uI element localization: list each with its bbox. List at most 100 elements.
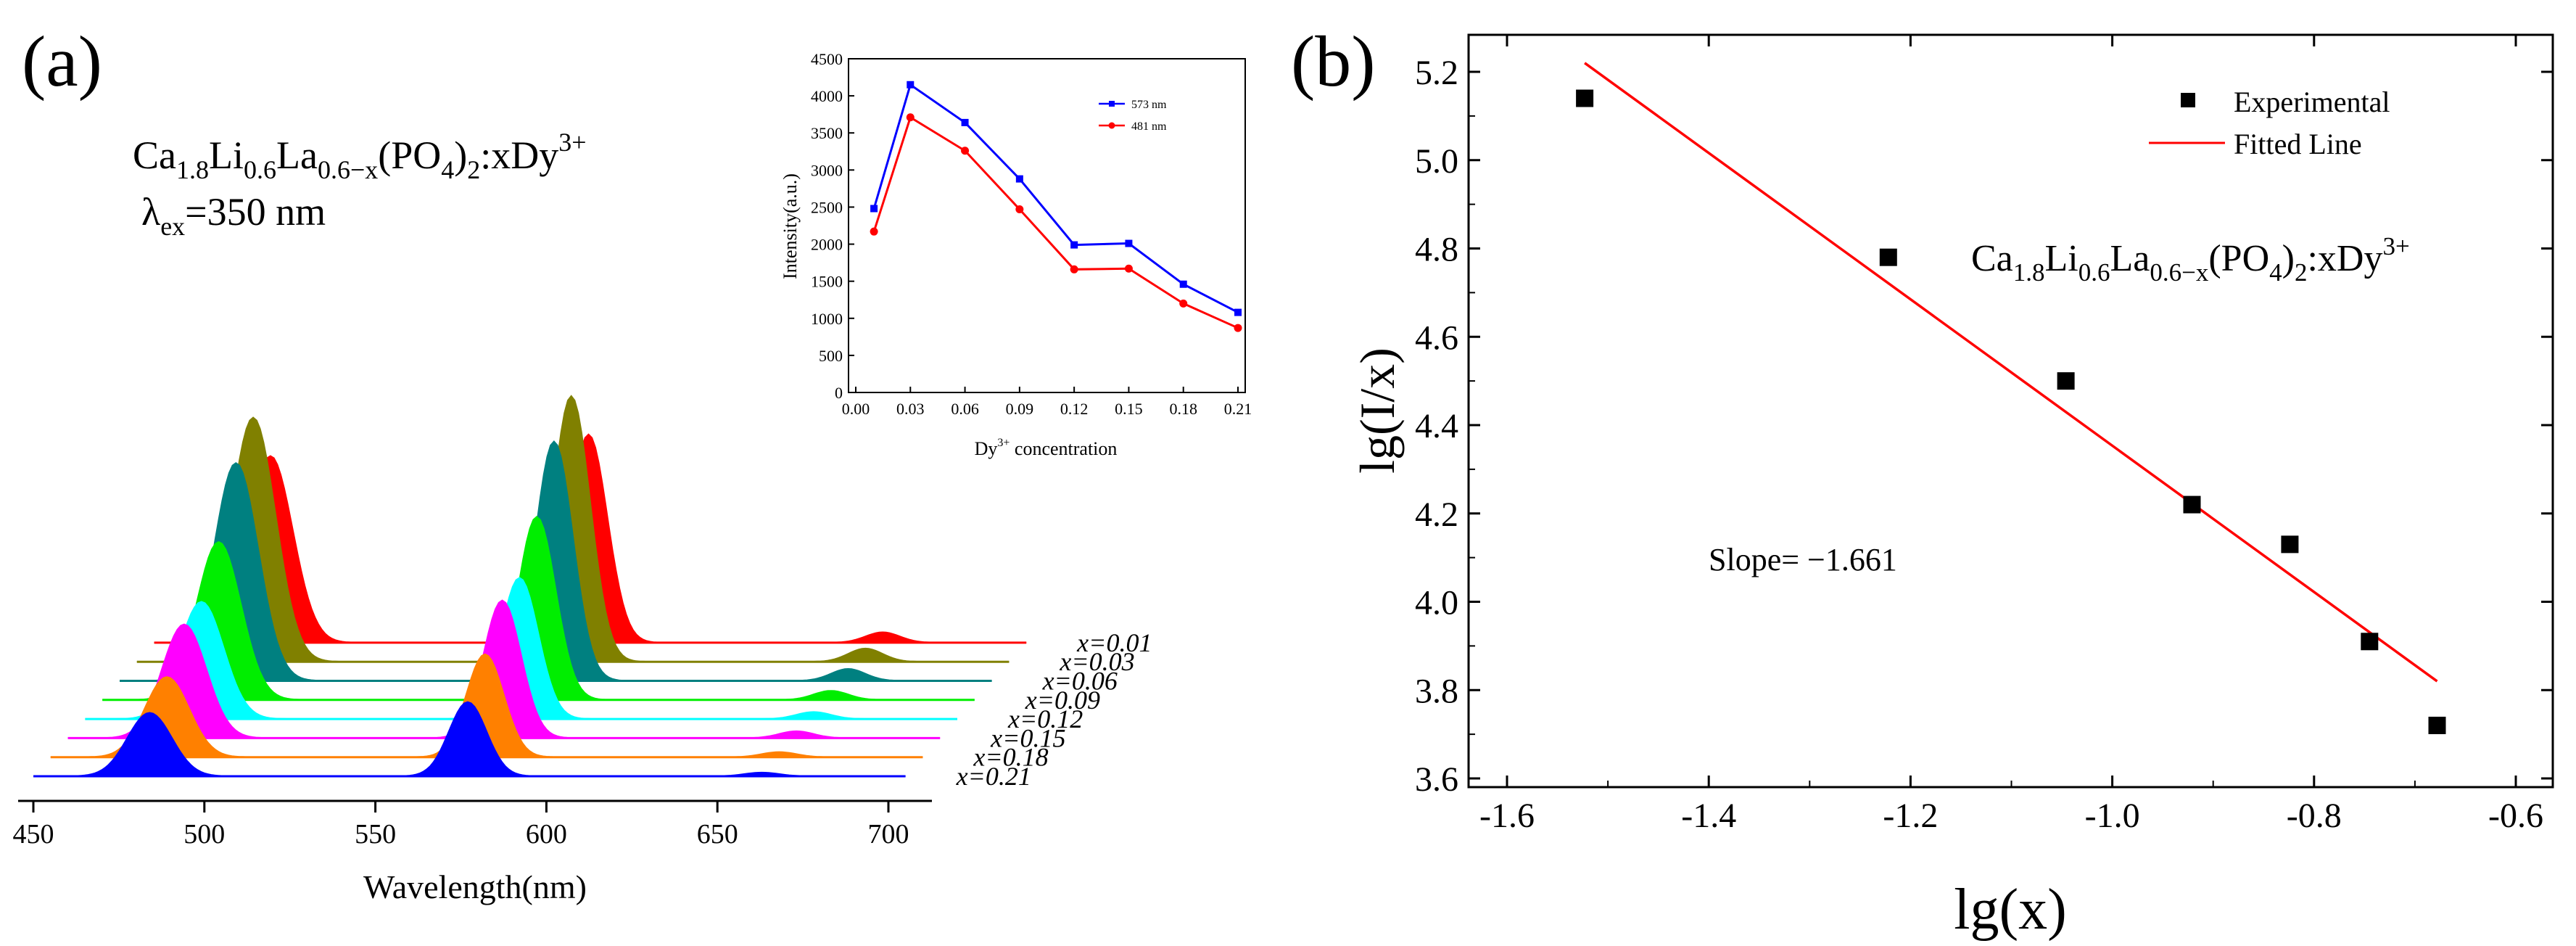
spectrum-label: x=0.03 (1059, 647, 1134, 676)
inset-marker-481 (961, 147, 970, 155)
panel-b-label: (b) (1291, 21, 1376, 102)
loglog-y-tick-label: 4.0 (1415, 584, 1458, 622)
panel-a-label: (a) (22, 21, 102, 102)
inset-marker-481 (870, 227, 878, 236)
inset-marker-573 (1234, 308, 1242, 316)
loglog-y-tick-label: 4.8 (1415, 231, 1458, 269)
experimental-point (2057, 372, 2075, 390)
inset-marker-481 (1070, 265, 1078, 273)
experimental-point (2361, 633, 2379, 651)
inset-marker-481 (1179, 299, 1188, 308)
spectrum-fill (102, 515, 975, 701)
excitation-label: λex=350 nm (141, 190, 326, 241)
spectra-x-tick-label: 700 (868, 819, 909, 850)
spectrum-label: x=0.15 (990, 723, 1065, 752)
loglog-ticks: -1.6 -1.4 -1.2 -1.0 -0.8 -0.6 3.6 3.8 4.0 4.2 4.4 4… (1415, 35, 2553, 835)
legend-label-481: 481 nm (1131, 120, 1167, 133)
spectrum-fill (33, 701, 906, 777)
panel-b: (b) -1.6 -1.4 -1.2 -1.0 -0.8 -0.6 3.6 3.8 4.0 4.2… (1291, 21, 2554, 942)
experimental-point (2428, 716, 2446, 734)
inset-y-tick-label: 2500 (811, 198, 843, 216)
experimental-point (1879, 248, 1897, 266)
spectrum-fill (67, 599, 941, 739)
inset-x-tick-label: 0.18 (1169, 400, 1197, 418)
loglog-frame (1467, 33, 2554, 789)
inset-y-tick-label: 500 (819, 347, 843, 365)
experimental-point (2281, 535, 2299, 554)
loglog-y-axis-label: lg(I/x) (1350, 347, 1405, 474)
panel-a: (a) Ca1.8Li0.6La0.6−x(PO4)2:xDy3+ λex=35… (13, 21, 1252, 905)
inset-frame (848, 58, 1246, 393)
legend-marker-experimental (2181, 93, 2195, 107)
inset-x-tick-label: 0.12 (1060, 400, 1089, 418)
inset-x-tick-label: 0.15 (1115, 400, 1143, 418)
inset-x-tick-label: 0.21 (1224, 400, 1252, 418)
inset-marker-573 (907, 81, 915, 89)
inset-marker-481 (1234, 324, 1242, 332)
spectra-x-tick-label: 500 (183, 819, 225, 850)
inset-y-tick-label: 1500 (811, 273, 843, 291)
loglog-x-tick-label: -1.4 (1681, 797, 1736, 835)
legend-marker-573 (1109, 101, 1115, 107)
loglog-x-tick-label: -0.8 (2287, 797, 2342, 835)
legend-label-experimental: Experimental (2234, 86, 2390, 118)
legend-label-573: 573 nm (1131, 99, 1167, 111)
fitted-line (1584, 62, 2438, 683)
inset-marker-573 (1179, 280, 1187, 288)
legend-marker-481 (1108, 122, 1115, 129)
spectrum-x-0.01: x=0.01 (154, 433, 1152, 657)
spectrum-label: x=0.21 (956, 762, 1031, 791)
panel-b-formula: Ca1.8Li0.6La0.6−x(PO4)2:xDy3+ (1971, 232, 2410, 287)
loglog-x-tick-label: -1.2 (1883, 797, 1938, 835)
loglog-y-tick-label: 4.6 (1415, 318, 1458, 357)
inset-marker-573 (961, 118, 969, 126)
inset-y-tick-label: 1000 (811, 310, 843, 328)
inset-marker-481 (1124, 264, 1133, 273)
spectrum-label: x=0.18 (973, 743, 1048, 772)
inset-y-tick-label: 3500 (811, 124, 843, 142)
loglog-x-tick-label: -0.6 (2488, 797, 2543, 835)
loglog-y-tick-label: 5.2 (1415, 54, 1458, 92)
inset-marker-481 (1015, 205, 1024, 214)
loglog-y-tick-label: 4.2 (1415, 495, 1458, 534)
spectra-waterfall: x=0.01x=0.03x=0.06x=0.09x=0.12x=0.15x=0.… (33, 395, 1152, 791)
experimental-point (1576, 89, 1594, 107)
loglog-y-tick-label: 4.4 (1415, 407, 1458, 445)
inset-legend: 573 nm 481 nm (1099, 99, 1167, 133)
loglog-series (1576, 62, 2446, 734)
loglog-y-tick-label: 3.8 (1415, 672, 1458, 710)
spectrum-fill (120, 440, 992, 682)
spectrum-label: x=0.01 (1076, 628, 1152, 657)
inset-x-tick-label: 0.00 (842, 400, 870, 418)
spectrum-fill (85, 577, 957, 720)
inset-x-tick-label: 0.03 (896, 400, 925, 418)
inset-x-tick-label: 0.06 (951, 400, 979, 418)
experimental-point (2183, 495, 2201, 514)
inset-marker-573 (1125, 239, 1133, 247)
inset-y-tick-label: 2000 (811, 236, 843, 254)
spectrum-label: x=0.06 (1042, 667, 1118, 696)
slope-annotation: Slope= −1.661 (1709, 542, 1897, 577)
inset-marker-573 (1070, 241, 1078, 249)
spectrum-fill (50, 653, 923, 758)
loglog-y-tick-label: 3.6 (1415, 760, 1458, 799)
spectrum-label: x=0.12 (1007, 704, 1083, 733)
loglog-x-tick-label: -1.0 (2085, 797, 2140, 835)
inset-marker-481 (906, 113, 915, 122)
inset-y-tick-label: 4500 (811, 50, 843, 68)
inset-chart: 0.00 0.03 0.06 0.09 0.12 0.15 0.18 0.21 0 500 1000… (780, 50, 1252, 459)
loglog-y-tick-label: 5.0 (1415, 142, 1458, 181)
inset-marker-573 (1015, 175, 1023, 183)
spectrum-x-0.21: x=0.21 (33, 701, 1031, 791)
inset-y-tick-label: 4000 (811, 87, 843, 105)
spectra-x-tick-label: 600 (526, 819, 567, 850)
spectra-x-tick-label: 450 (13, 819, 54, 850)
inset-ticks: 0.00 0.03 0.06 0.09 0.12 0.15 0.18 0.21 0 500 1000… (811, 50, 1252, 418)
inset-marker-573 (870, 205, 878, 213)
inset-y-axis-label: Intensity(a.u.) (780, 173, 801, 279)
panel-a-formula: Ca1.8Li0.6La0.6−x(PO4)2:xDy3+ (133, 128, 587, 184)
loglog-x-axis-label: lg(x) (1954, 878, 2067, 942)
spectra-x-tick-label: 550 (355, 819, 396, 850)
legend-label-fitted: Fitted Line (2234, 128, 2362, 160)
